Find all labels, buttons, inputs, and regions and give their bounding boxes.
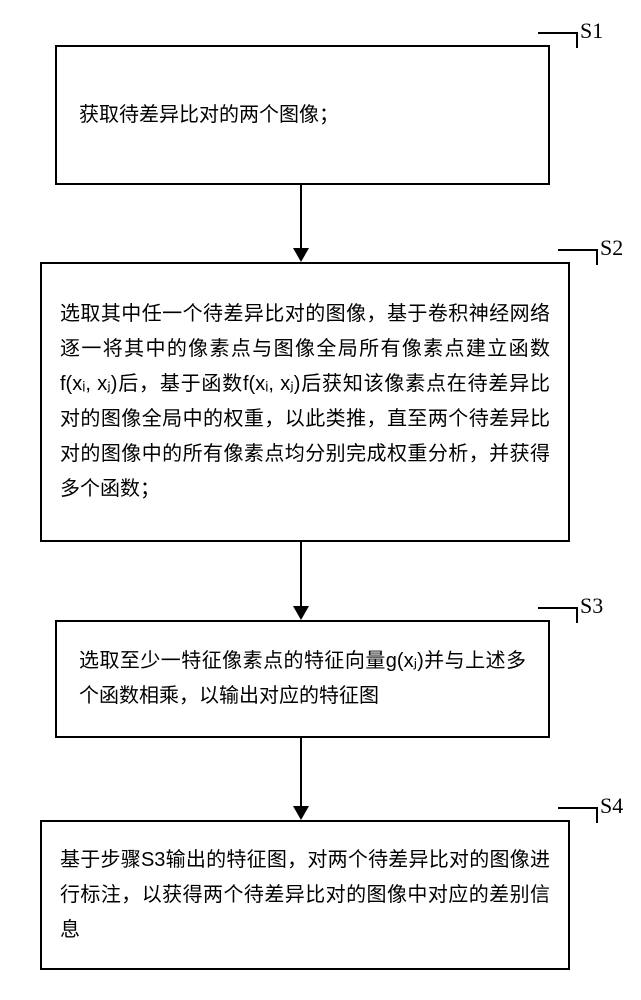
box-s4: 基于步骤S3输出的特征图，对两个待差异比对的图像进行标注，以获得两个待差异比对的… <box>40 820 570 970</box>
flowchart-canvas: S1 获取待差异比对的两个图像； S2 选取其中任一个待差异比对的图像，基于卷积… <box>0 0 641 1000</box>
arrow-s1-s2-line <box>300 185 302 248</box>
label-s1: S1 <box>580 18 603 44</box>
box-s3-text: 选取至少一特征像素点的特征向量g(xⱼ)并与上述多个函数相乘，以输出对应的特征图 <box>79 644 526 714</box>
arrow-s3-s4-line <box>300 738 302 806</box>
arrow-s1-s2-head <box>293 248 309 262</box>
box-s3: 选取至少一特征像素点的特征向量g(xⱼ)并与上述多个函数相乘，以输出对应的特征图 <box>55 620 550 738</box>
box-s1: 获取待差异比对的两个图像； <box>55 45 550 185</box>
arrow-s2-s3-head <box>293 606 309 620</box>
box-s4-text: 基于步骤S3输出的特征图，对两个待差异比对的图像进行标注，以获得两个待差异比对的… <box>60 843 550 948</box>
label-s4: S4 <box>600 793 623 819</box>
arrow-s3-s4-head <box>293 806 309 820</box>
box-s2: 选取其中任一个待差异比对的图像，基于卷积神经网络逐一将其中的像素点与图像全局所有… <box>40 262 570 542</box>
box-s2-text: 选取其中任一个待差异比对的图像，基于卷积神经网络逐一将其中的像素点与图像全局所有… <box>60 297 550 507</box>
box-s1-text: 获取待差异比对的两个图像； <box>79 98 526 133</box>
arrow-s2-s3-line <box>300 542 302 606</box>
label-s3: S3 <box>580 593 603 619</box>
label-s2: S2 <box>600 235 623 261</box>
